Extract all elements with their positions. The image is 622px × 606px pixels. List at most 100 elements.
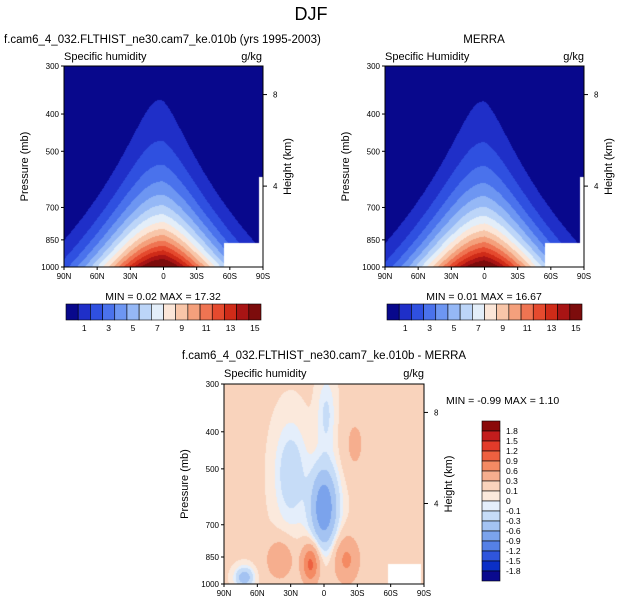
colorbar-swatch bbox=[163, 303, 176, 321]
panel-obs-stats: MIN = 0.01 MAX = 16.67 bbox=[426, 291, 542, 303]
colorbar-swatch bbox=[481, 560, 501, 572]
colorbar-swatch bbox=[211, 303, 225, 321]
colorbar-swatch bbox=[481, 540, 501, 552]
colorbar-label: 7 bbox=[155, 323, 160, 333]
x-tick-label: 30N bbox=[123, 272, 138, 281]
y-right-tick-label: 8 bbox=[594, 91, 599, 100]
panel-diff-header: f.cam6_4_032.FLTHIST_ne30.cam7_ke.010b -… bbox=[182, 350, 467, 362]
colorbar-swatch bbox=[472, 303, 485, 321]
x-tick-label: 90S bbox=[577, 272, 591, 281]
colorbar-swatch bbox=[77, 303, 91, 321]
y-tick-label: 1000 bbox=[41, 263, 59, 272]
colorbar-label: 5 bbox=[131, 323, 136, 333]
x-tick-label: 30S bbox=[190, 272, 204, 281]
y-tick-label: 850 bbox=[206, 553, 220, 562]
colorbar-swatch bbox=[459, 303, 473, 321]
colorbar-label: -0.3 bbox=[506, 516, 521, 526]
colorbar-label: 1 bbox=[82, 323, 87, 333]
colorbar-swatch bbox=[481, 430, 501, 442]
page-title: DJF bbox=[295, 4, 328, 24]
y-tick-label: 850 bbox=[367, 236, 381, 245]
y-tick-label: 400 bbox=[367, 110, 381, 119]
colorbar-swatch bbox=[224, 303, 237, 321]
x-tick-label: 60N bbox=[411, 272, 426, 281]
colorbar-label: 1.8 bbox=[506, 426, 518, 436]
x-tick-label: 90N bbox=[217, 589, 232, 598]
y-tick-label: 700 bbox=[206, 521, 220, 530]
y-axis-label: Pressure (mb) bbox=[19, 132, 31, 202]
x-tick-label: 90N bbox=[378, 272, 393, 281]
colorbar-swatch bbox=[481, 530, 501, 542]
y-tick-label: 400 bbox=[46, 110, 60, 119]
y-right-tick-label: 4 bbox=[434, 500, 439, 509]
x-tick-label: 60N bbox=[250, 589, 265, 598]
x-tick-label: 90S bbox=[256, 272, 270, 281]
colorbar-label: -1.2 bbox=[506, 546, 521, 556]
colorbar-label: -0.9 bbox=[506, 536, 521, 546]
colorbar-swatch bbox=[481, 450, 501, 462]
y-tick-label: 850 bbox=[46, 236, 60, 245]
x-tick-label: 60S bbox=[223, 272, 237, 281]
y-right-axis-label: Height (km) bbox=[282, 138, 294, 195]
colorbar-swatch bbox=[138, 303, 152, 321]
colorbar-swatch bbox=[484, 303, 497, 321]
panel-obs-header: MERRA bbox=[463, 34, 505, 46]
colorbar-swatch bbox=[557, 303, 571, 321]
field-raster bbox=[385, 66, 584, 267]
colorbar-label: 3 bbox=[106, 323, 111, 333]
y-tick-label: 1000 bbox=[201, 580, 219, 589]
y-tick-label: 300 bbox=[46, 62, 60, 71]
colorbar-label: 11 bbox=[523, 323, 532, 333]
field-raster bbox=[224, 384, 424, 584]
panel-model-header: f.cam6_4_032.FLTHIST_ne30.cam7_ke.010b (… bbox=[4, 34, 321, 46]
panel-obs-label: Specific Humidity bbox=[385, 51, 470, 63]
colorbar-swatch bbox=[481, 510, 501, 522]
colorbar-swatch bbox=[114, 303, 128, 321]
y-axis-label: Pressure (mb) bbox=[340, 132, 352, 202]
x-tick-label: 0 bbox=[482, 272, 487, 281]
colorbar-label: 13 bbox=[547, 323, 557, 333]
colorbar-swatch bbox=[508, 303, 522, 321]
x-tick-label: 30N bbox=[444, 272, 459, 281]
colorbar-label: 1 bbox=[403, 323, 408, 333]
colorbar-swatch bbox=[386, 303, 400, 321]
y-tick-label: 300 bbox=[206, 380, 220, 389]
colorbar-label: 0 bbox=[506, 496, 511, 506]
x-tick-label: 30S bbox=[511, 272, 525, 281]
colorbar-label: 3 bbox=[427, 323, 432, 333]
colorbar-swatch bbox=[423, 303, 437, 321]
y-right-axis-label: Height (km) bbox=[603, 138, 615, 195]
y-right-tick-label: 4 bbox=[273, 182, 278, 191]
colorbar-swatch bbox=[481, 520, 501, 532]
colorbar-swatch bbox=[481, 460, 501, 472]
x-tick-label: 60S bbox=[384, 589, 398, 598]
colorbar-swatch bbox=[248, 303, 262, 321]
colorbar-swatch bbox=[481, 550, 501, 562]
colorbar-label: 5 bbox=[452, 323, 457, 333]
colorbar-label: 0.6 bbox=[506, 466, 518, 476]
panel-model: f.cam6_4_032.FLTHIST_ne30.cam7_ke.010b (… bbox=[4, 34, 321, 333]
panel-model-label: Specific humidity bbox=[64, 51, 147, 63]
y-right-tick-label: 4 bbox=[594, 182, 599, 191]
colorbar-label: 1.2 bbox=[506, 446, 518, 456]
colorbar-swatch bbox=[126, 303, 140, 321]
colorbar-label: -0.6 bbox=[506, 526, 521, 536]
colorbar-swatch bbox=[447, 303, 461, 321]
colorbar-label: 9 bbox=[179, 323, 184, 333]
panel-obs: MERRA Specific Humidity g/kg 30040050070… bbox=[340, 34, 615, 333]
y-tick-label: 500 bbox=[367, 147, 381, 156]
x-tick-label: 30S bbox=[350, 589, 364, 598]
colorbar-swatch bbox=[481, 570, 501, 582]
colorbar-swatch bbox=[187, 303, 201, 321]
colorbar-swatch bbox=[199, 303, 213, 321]
y-right-tick-label: 8 bbox=[273, 91, 278, 100]
colorbar-swatch bbox=[102, 303, 116, 321]
panel-obs-colorbar: 1 3 5 7 9 11 13 15 bbox=[386, 303, 583, 333]
colorbar-swatch bbox=[496, 303, 510, 321]
colorbar-label: 11 bbox=[202, 323, 211, 333]
colorbar-label: -0.1 bbox=[506, 506, 521, 516]
